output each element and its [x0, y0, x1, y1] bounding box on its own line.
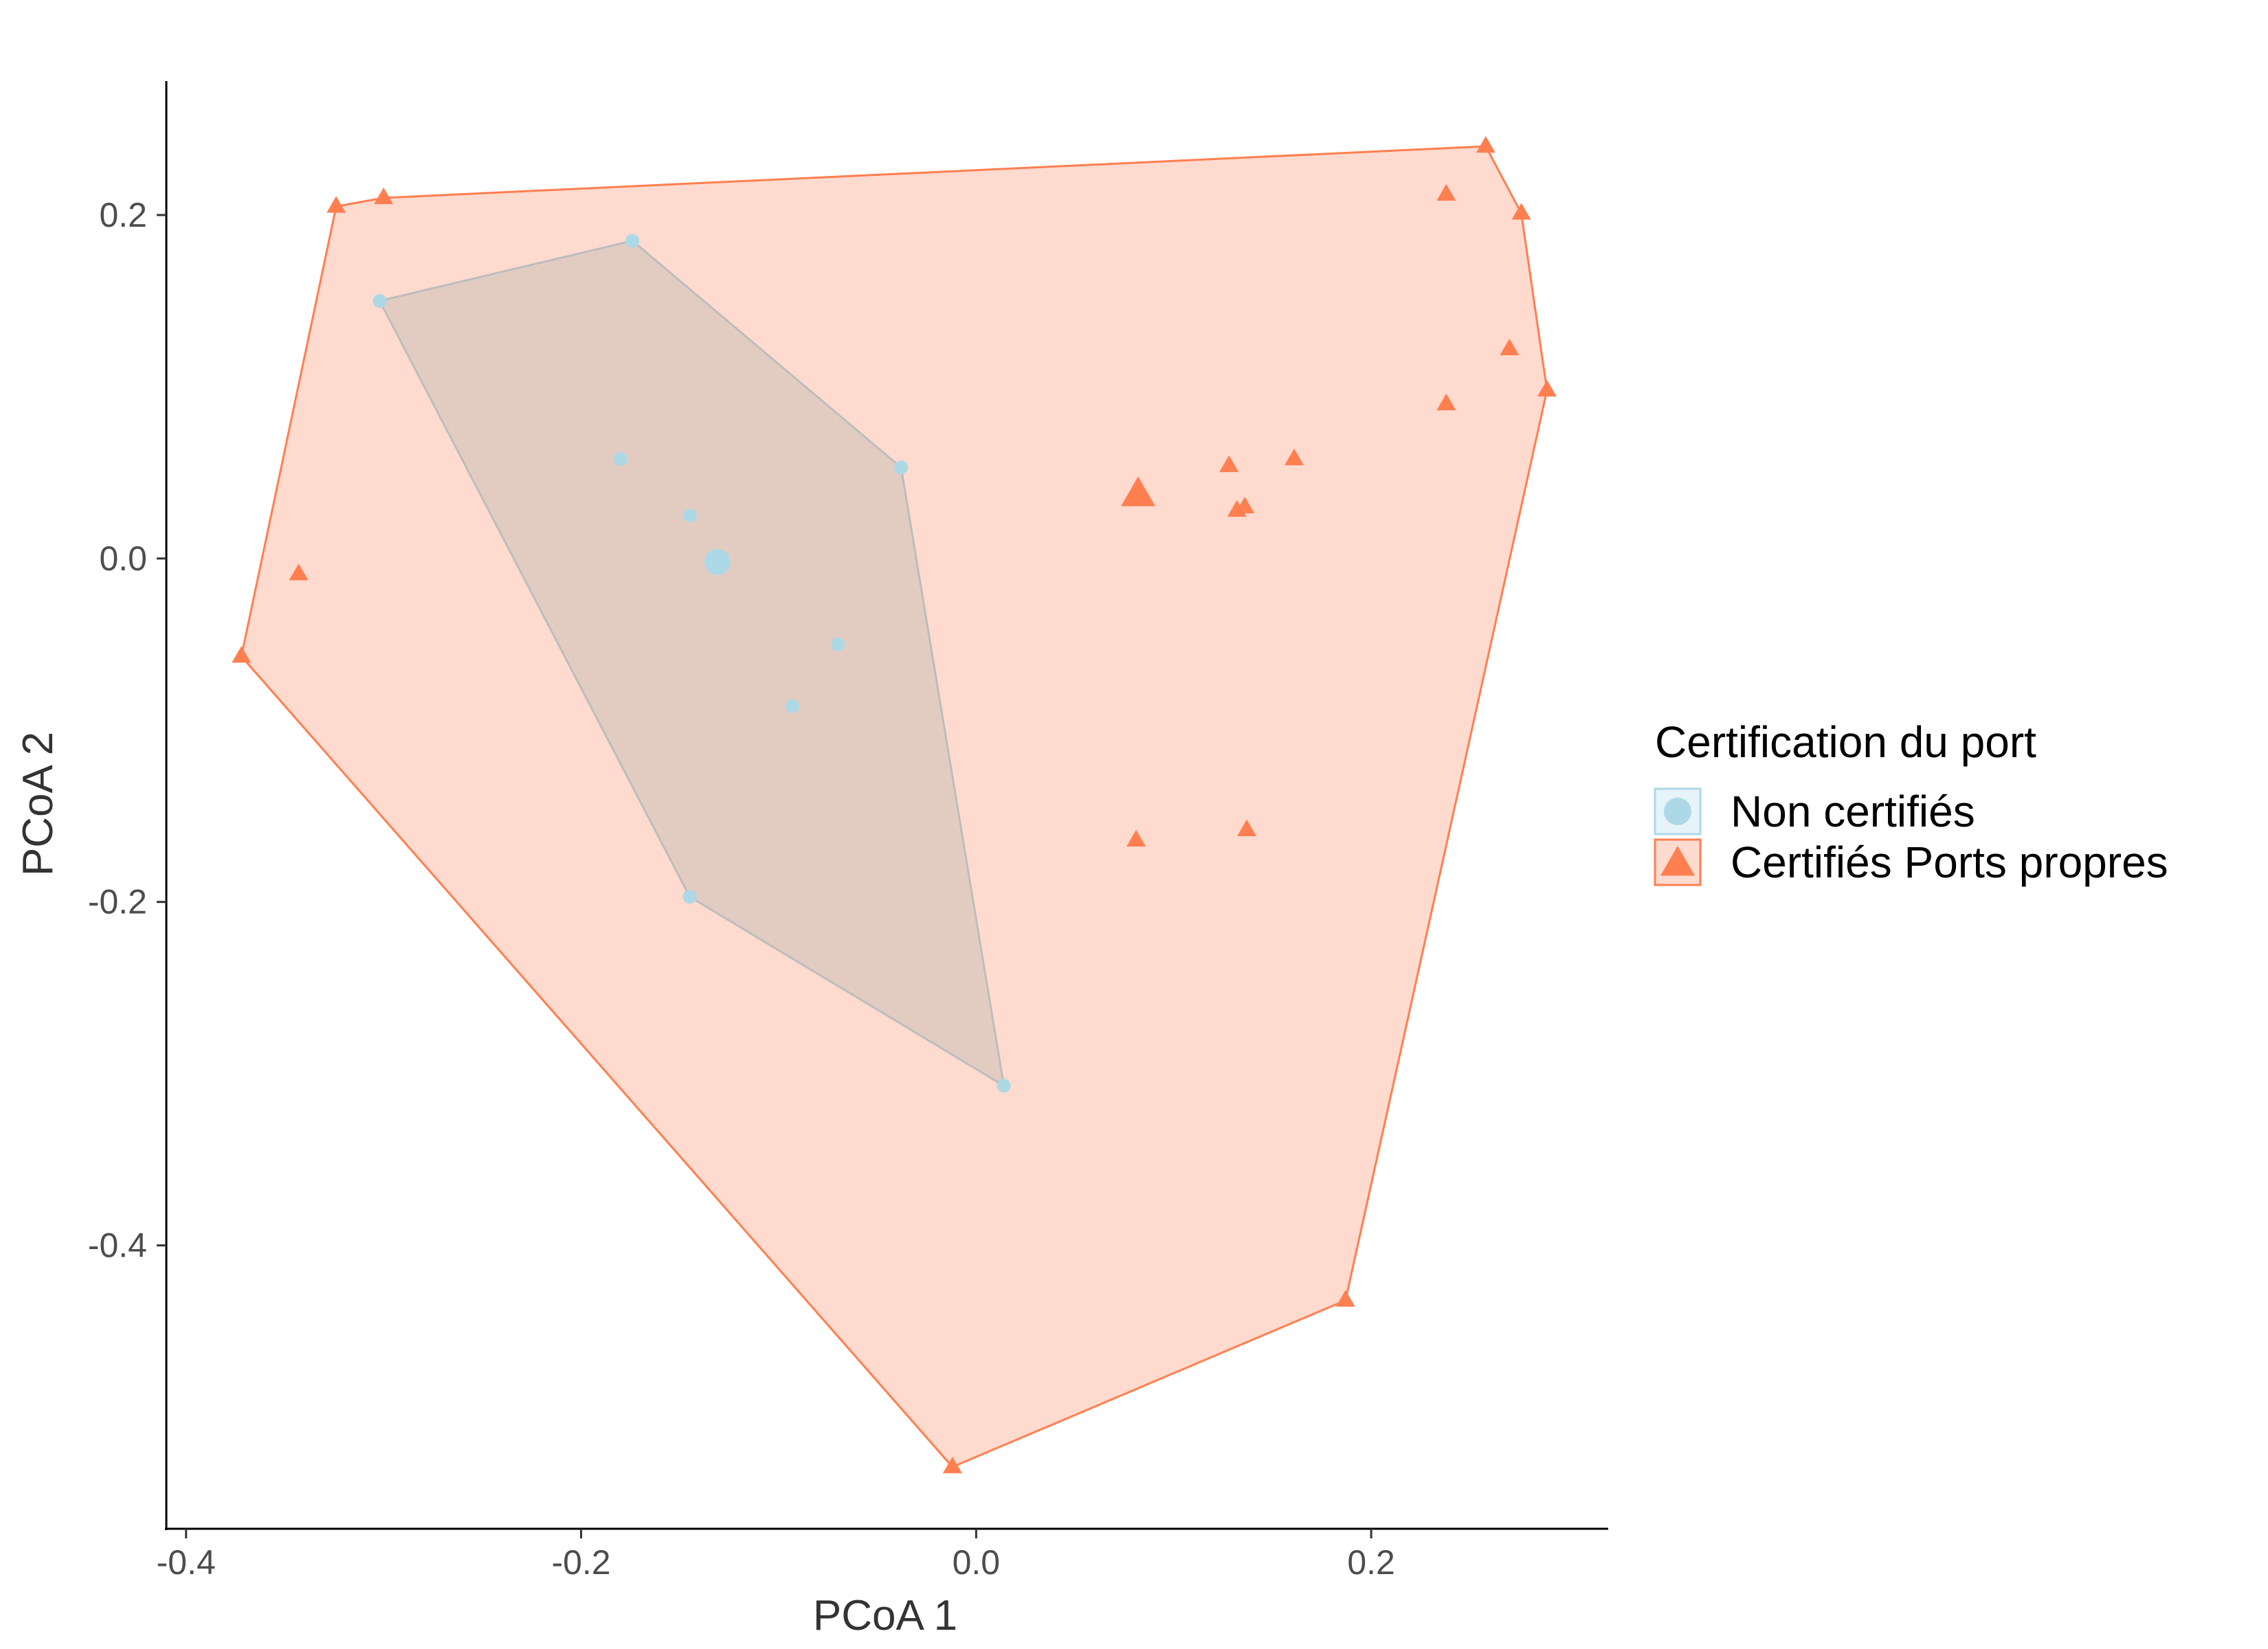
point-certifies [1476, 135, 1496, 153]
point-non-certifies [786, 699, 800, 713]
point-certifies [1511, 203, 1531, 220]
point-certifies [942, 1456, 962, 1474]
point-certifies [232, 646, 252, 663]
legend-item-certifies: Certifiés Ports propres [1654, 838, 2168, 887]
point-non-certifies [614, 451, 628, 466]
point-non-certifies [373, 293, 387, 308]
point-non-certifies [831, 637, 845, 651]
point-certifies [1436, 393, 1456, 411]
y-axis-title: PCoA 2 [14, 732, 62, 876]
point-non-certifies [682, 890, 697, 904]
point-layer [232, 135, 1557, 1474]
point-certifies [1219, 455, 1239, 473]
point-non-certifies [997, 1079, 1011, 1093]
x-tick-label: 0.2 [1347, 1543, 1395, 1582]
point-certifies [289, 563, 309, 581]
point-certifies [1126, 829, 1146, 846]
point-certifies [326, 196, 346, 213]
legend-triangle-icon [1660, 846, 1695, 876]
point-certifies [1335, 1290, 1355, 1307]
hull-layer [240, 145, 1548, 1468]
axes [165, 81, 1608, 1530]
x-tick-label: -0.4 [157, 1543, 216, 1582]
ticks: -0.4 -0.2 0.0 0.2 -0.4 -0.2 0.0 0.2 [88, 196, 1395, 1582]
hull-non-certifies [378, 239, 1005, 1088]
point-certifies [1500, 338, 1520, 356]
x-tick-label: -0.2 [551, 1543, 610, 1582]
legend: Certification du port Non certifiésCerti… [1654, 717, 2168, 887]
centroid-non-certifies [704, 548, 731, 575]
y-tick-label: 0.2 [99, 196, 147, 234]
x-axis-title: PCoA 1 [813, 1592, 957, 1639]
point-certifies [374, 187, 394, 205]
legend-title: Certification du port [1655, 717, 2036, 767]
y-tick-label: 0.0 [99, 539, 147, 578]
point-non-certifies [894, 460, 909, 475]
legend-circle-icon [1664, 798, 1691, 825]
y-tick-label: -0.4 [88, 1226, 147, 1265]
legend-label: Certifiés Ports propres [1731, 838, 2168, 887]
point-non-certifies [625, 234, 640, 248]
legend-item-non-certifies: Non certifiés [1654, 787, 1975, 836]
legend-label: Non certifiés [1731, 787, 1975, 836]
point-non-certifies [682, 508, 697, 523]
legend-key-box [1654, 787, 1702, 835]
x-tick-label: 0.0 [953, 1543, 1001, 1582]
point-certifies [1235, 496, 1255, 514]
point-certifies [1237, 819, 1257, 836]
point-certifies [1285, 448, 1304, 466]
y-tick-label: -0.2 [88, 883, 147, 921]
point-certifies [1537, 379, 1557, 397]
point-certifies [1436, 183, 1456, 201]
centroid-certifies [1120, 476, 1155, 506]
